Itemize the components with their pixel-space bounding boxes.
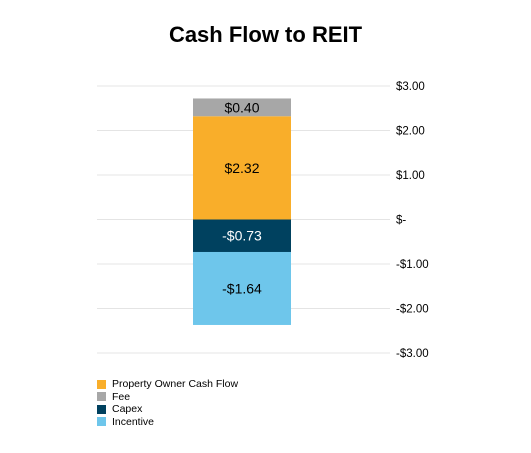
y-tick-label: -$2.00 [396, 304, 429, 316]
legend-swatch [97, 392, 106, 402]
legend-label: Fee [112, 390, 131, 403]
legend-swatch [97, 379, 106, 389]
legend-item: Capex [97, 403, 238, 416]
legend-label: Property Owner Cash Flow [112, 378, 239, 391]
legend-label: Capex [112, 403, 143, 416]
y-tick-label: -$1.00 [396, 259, 429, 271]
y-tick-label: $2.00 [396, 126, 425, 138]
legend-item: Property Owner Cash Flow [97, 378, 238, 391]
y-tick-label: $1.00 [396, 170, 425, 182]
data-label: -$1.64 [222, 280, 262, 296]
legend-item: Incentive [97, 416, 238, 429]
data-label: $2.32 [224, 160, 259, 176]
bar-segment [193, 98, 291, 117]
data-label: $0.40 [224, 99, 259, 115]
bar-segment [193, 219, 291, 252]
chart-legend: Property Owner Cash Flow Fee Capex Incentiv… [97, 378, 238, 428]
legend-swatch [97, 404, 106, 414]
legend-label: Incentive [112, 415, 155, 428]
chart-title: Cash Flow to REIT [168, 22, 363, 47]
data-label: -$0.73 [222, 228, 262, 244]
y-tick-label: $3.00 [396, 81, 425, 93]
y-tick-label: -$3.00 [396, 348, 429, 360]
bar-segment [193, 251, 291, 325]
y-tick-label: $- [396, 215, 406, 227]
legend-item: Fee [97, 391, 238, 404]
bar-segment [193, 116, 291, 220]
legend-swatch [97, 417, 106, 427]
